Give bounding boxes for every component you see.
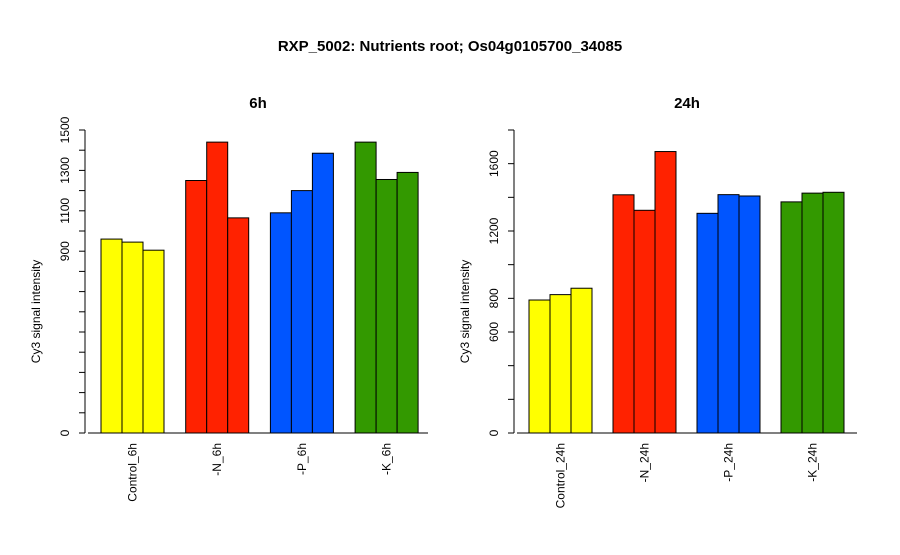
- panel2-bar--N_24h-3: [654, 151, 677, 434]
- panel2-tick-label-x: -N_24h: [638, 443, 652, 482]
- panel1-tick-label-x: Control_6h: [126, 443, 140, 502]
- panel1-bar-Control_6h-2: [121, 241, 144, 434]
- panel2-bar-Control_24h-2: [549, 294, 572, 434]
- panel1-bar--K_6h-2: [375, 178, 398, 434]
- panel2-bar--N_24h-2: [633, 209, 656, 434]
- panel2-bar-Control_24h-3: [570, 287, 593, 434]
- panel2-y-axis-label: Cy3 signal intensity: [458, 260, 472, 363]
- panel2-tick-label-y: 1600: [487, 150, 501, 177]
- panel1-tick-label-y: 1100: [58, 198, 72, 224]
- panel2-bar--K_24h-2: [801, 192, 824, 434]
- panel1-bar--P_6h-3: [311, 152, 334, 434]
- panel2-bar--P_24h-3: [738, 195, 761, 434]
- panel2-bar--P_24h-2: [717, 194, 740, 434]
- panel2-bar-Control_24h-1: [528, 299, 551, 434]
- panel1-tick-label-x: -N_6h: [210, 443, 224, 476]
- panel1-title: 6h: [249, 95, 267, 112]
- panel1-tick-label-y: 1500: [58, 116, 72, 143]
- panel1-bar--N_6h-3: [227, 217, 250, 434]
- panel2-bar--N_24h-1: [612, 194, 635, 434]
- panel2-bar--K_24h-3: [822, 191, 845, 434]
- page-title: RXP_5002: Nutrients root; Os04g0105700_3…: [277, 38, 623, 55]
- panel1-tick-label-x: -K_6h: [380, 443, 394, 475]
- panel1-tick-label-x: -P_6h: [295, 443, 309, 475]
- panel1-bar--N_6h-1: [185, 180, 208, 434]
- panel1-tick-label-y: 900: [58, 241, 72, 261]
- panel1-bar-Control_6h-1: [100, 238, 123, 434]
- panel2-title: 24h: [674, 95, 700, 112]
- panel2-bar--P_24h-1: [696, 212, 719, 434]
- panel2-tick-label-y: 0: [487, 429, 501, 436]
- panel2-tick-label-y: 800: [487, 288, 501, 308]
- panel1-bar--N_6h-2: [206, 141, 229, 434]
- panel1-bar--K_6h-3: [396, 171, 419, 434]
- panel2-tick-label-x: -K_24h: [806, 443, 820, 482]
- panel2-bar--K_24h-1: [780, 201, 803, 434]
- panel1-bar--K_6h-1: [354, 141, 377, 434]
- panel2-tick-label-y: 600: [487, 322, 501, 342]
- panel2-tick-label-y: 1200: [487, 217, 501, 244]
- panel1-bar-Control_6h-3: [142, 249, 165, 434]
- panel1-bar--P_6h-2: [290, 190, 313, 434]
- panel1-bar--P_6h-1: [269, 212, 292, 434]
- panel1-tick-label-y: 1300: [58, 157, 72, 184]
- panel2-tick-label-x: -P_24h: [722, 443, 736, 482]
- panel2-tick-label-x: Control_24h: [554, 443, 568, 508]
- panel1-tick-label-y: 0: [58, 429, 72, 436]
- panel1-y-axis-label: Cy3 signal intensity: [29, 260, 43, 363]
